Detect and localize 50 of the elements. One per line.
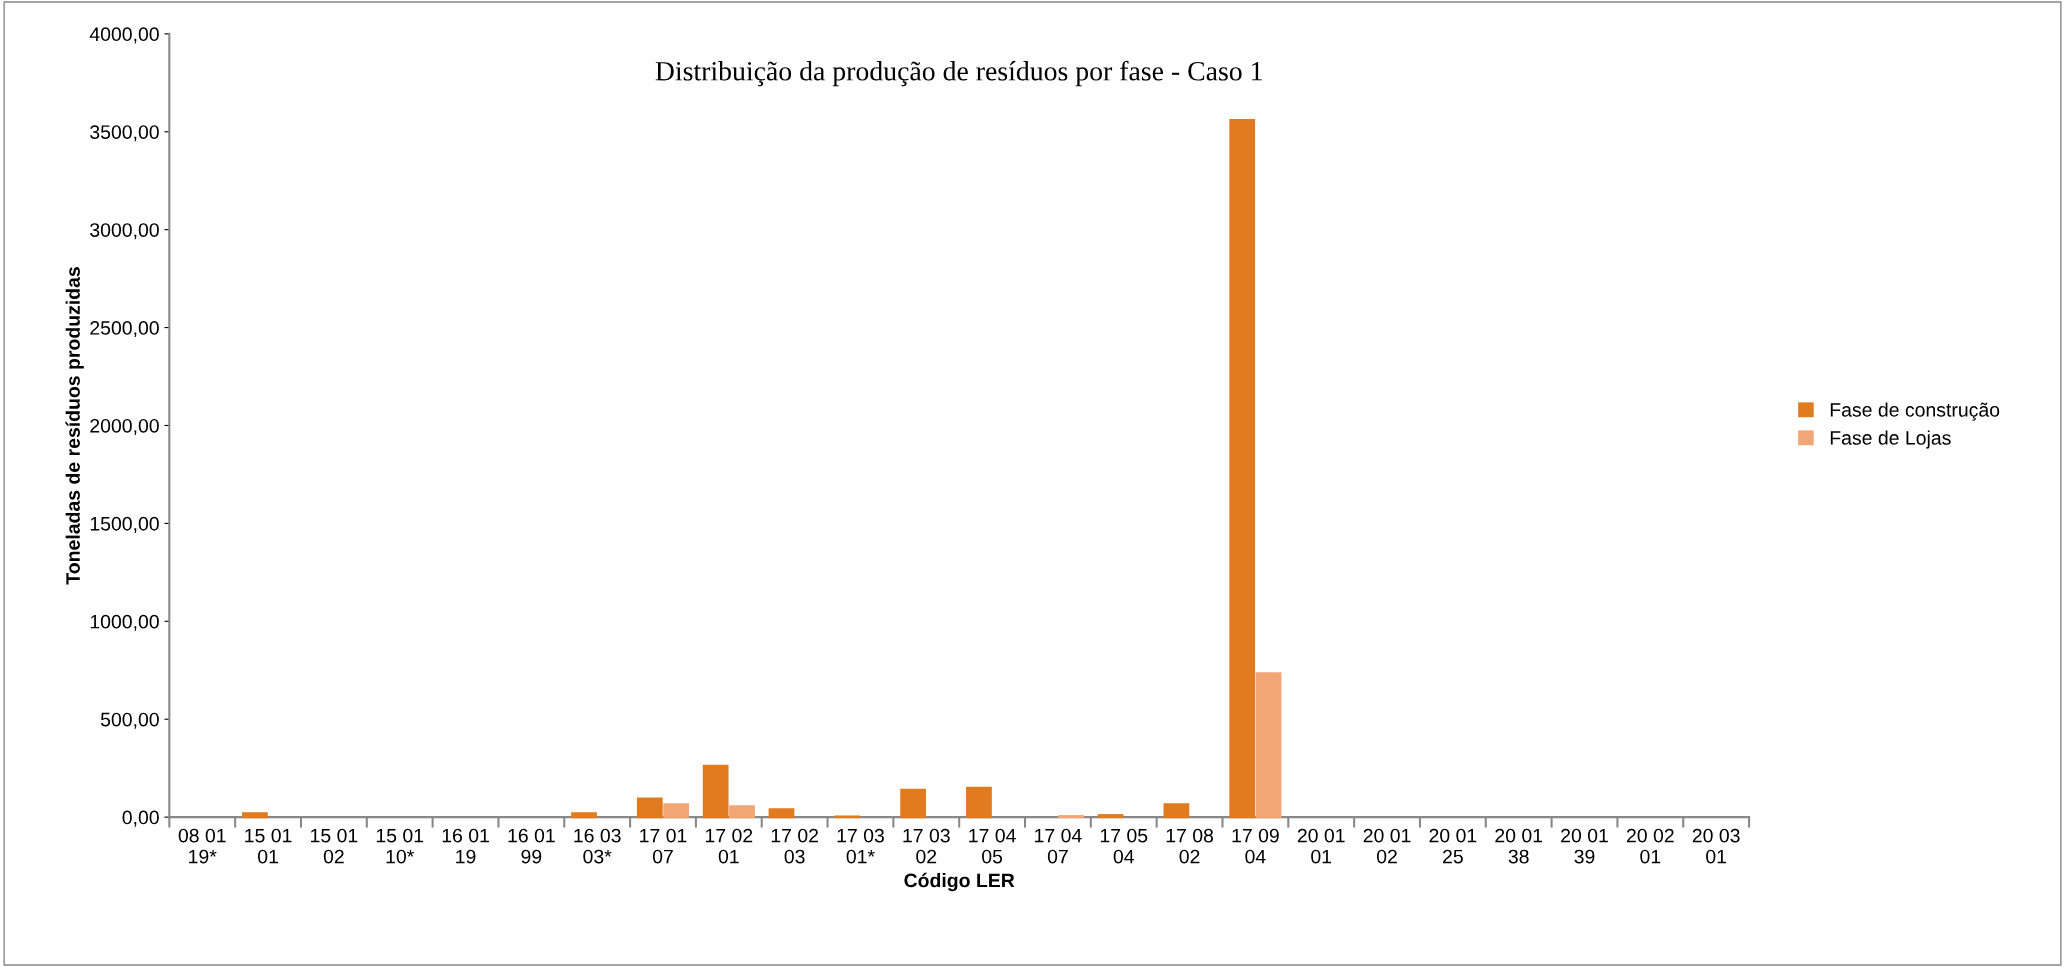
x-tick-label: 16 01 99 [508, 828, 555, 864]
x-tick-label: 20 01 01 [1297, 828, 1345, 864]
y-tick-label: 1000,00 [90, 614, 159, 631]
x-tick-label: 20 01 38 [1495, 828, 1543, 864]
x-tick-label: 15 01 02 [311, 828, 358, 864]
legend-label: Fase de Lojas [1830, 430, 1951, 449]
legend-label: Fase de construção [1830, 402, 2000, 421]
bar [242, 812, 268, 819]
x-tick-label: 20 03 01 [1692, 828, 1740, 864]
x-tick-label: 17 01 07 [640, 828, 687, 864]
x-tick-label: 16 01 19 [442, 828, 489, 864]
x-tick-label: 20 01 39 [1561, 828, 1608, 864]
bar [966, 786, 992, 819]
bar [729, 805, 755, 819]
x-tick-label: 17 03 02 [903, 828, 950, 864]
x-tick-label: 17 02 03 [771, 828, 818, 864]
x-tick-label: 15 01 10* [376, 828, 424, 864]
y-tick-label: 3000,00 [90, 223, 159, 240]
y-tick-label: 2500,00 [90, 321, 159, 338]
y-axis-title: Toneladas de resíduos produzidas [65, 267, 84, 585]
y-tick-label: 500,00 [100, 712, 159, 729]
y-tick-label: 4000,00 [89, 27, 159, 44]
bar [900, 788, 927, 819]
y-tick-label: 2000,00 [90, 418, 159, 436]
y-tick-label: 3500,00 [90, 125, 159, 142]
x-tick-label: 20 01 25 [1429, 828, 1477, 864]
bar [1229, 118, 1256, 819]
x-tick-label: 17 09 04 [1232, 828, 1279, 864]
bar [663, 803, 690, 819]
x-tick-label: 08 01 19* [178, 828, 226, 864]
text: Distribuição da produção de resíduos por fase - Caso 1 [655, 60, 1262, 87]
x-tick-label: 20 02 01 [1626, 828, 1674, 864]
bar [768, 808, 795, 819]
bar [636, 797, 663, 819]
x-tick-label: 17 03 01* [837, 828, 884, 864]
x-axis-title: Código LER [904, 872, 1015, 892]
x-tick-label: 20 01 02 [1363, 828, 1411, 864]
x-tick-label: 16 03 03* [574, 828, 621, 864]
x-tick-label: 17 02 01 [705, 828, 753, 864]
bar [571, 812, 597, 819]
y-tick-label: 1500,00 [90, 516, 159, 533]
bar [1255, 672, 1282, 819]
x-tick-label: 15 01 01 [245, 828, 292, 864]
x-tick-label: 17 04 05 [969, 828, 1016, 864]
x-tick-label: 17 04 07 [1035, 828, 1082, 864]
y-tick-label: 0,00 [122, 810, 159, 827]
x-tick-label: 17 08 02 [1166, 828, 1214, 864]
bar [1163, 803, 1190, 819]
x-tick-label: 17 05 04 [1100, 828, 1148, 864]
bar [702, 764, 729, 819]
